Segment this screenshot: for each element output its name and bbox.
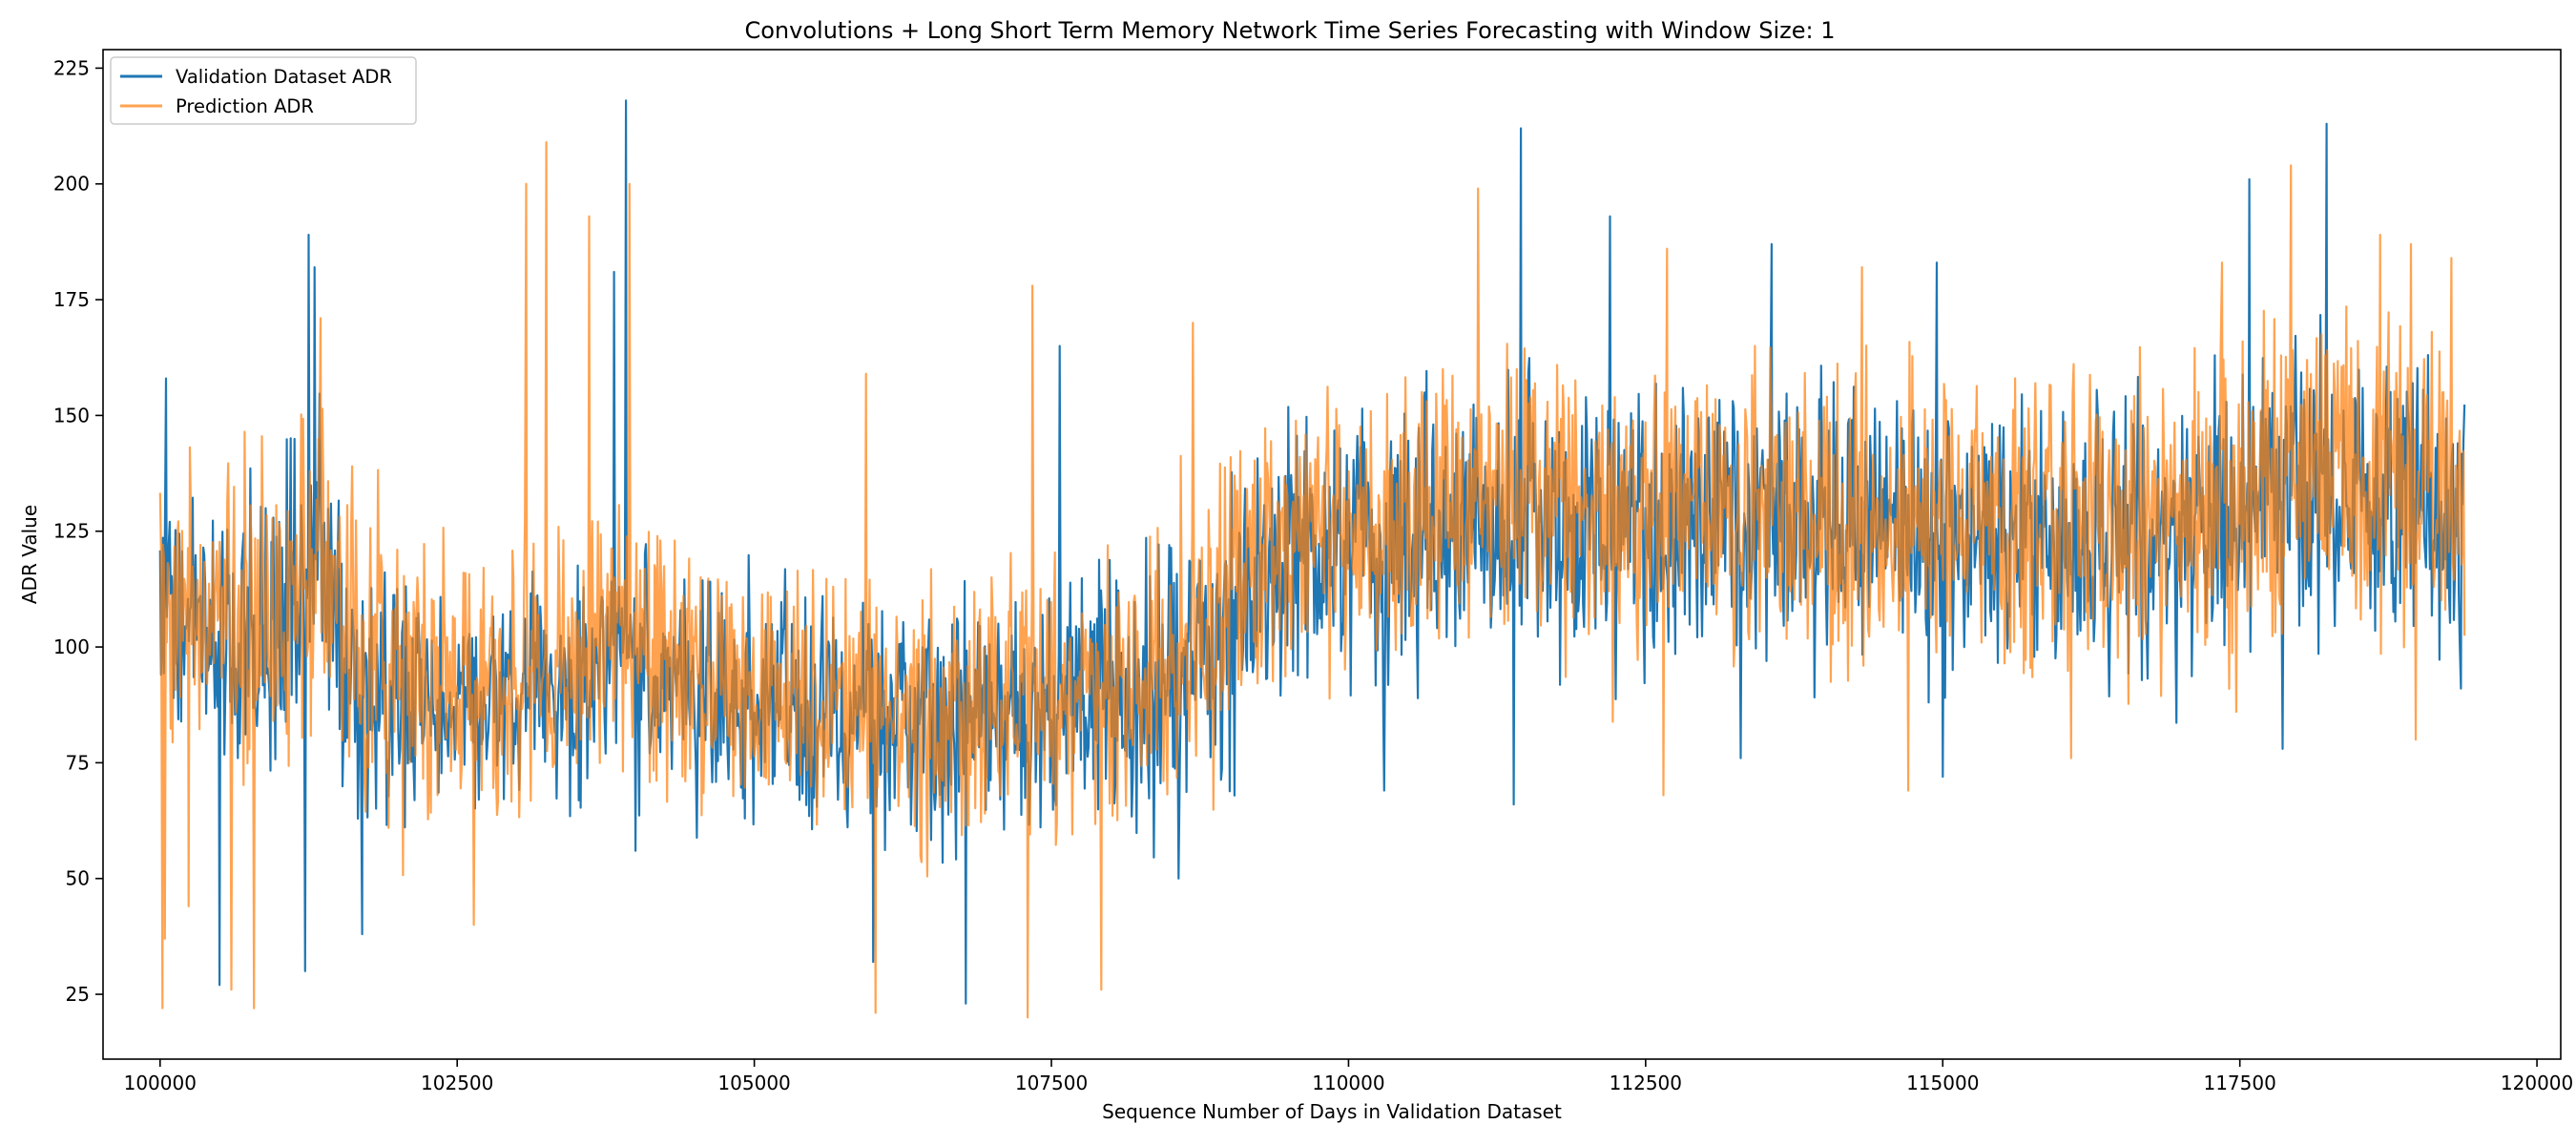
x-tick-label-4: 110000 xyxy=(1312,1072,1384,1094)
x-tick-label-2: 105000 xyxy=(717,1072,790,1094)
y-tick-label-5: 150 xyxy=(53,404,90,427)
y-tick-label-3: 100 xyxy=(53,635,90,658)
y-axis-title: ADR Value xyxy=(18,505,41,604)
x-tick-label-0: 100000 xyxy=(124,1072,197,1094)
y-tick-label-1: 50 xyxy=(66,867,90,890)
legend-label-validation: Validation Dataset ADR xyxy=(176,66,392,88)
plot-area-frame xyxy=(102,49,2562,1060)
series-line-prediction xyxy=(158,141,2466,1019)
y-tick-label-6: 175 xyxy=(53,288,90,311)
y-axis: 25 50 75 100 125 150 175 200 225 xyxy=(53,56,103,1006)
y-tick-label-7: 200 xyxy=(53,173,90,196)
legend: Validation Dataset ADR Prediction ADR xyxy=(110,56,417,125)
y-tick-label-8: 225 xyxy=(53,56,90,79)
series-layer xyxy=(158,99,2466,1019)
legend-box xyxy=(110,56,417,125)
y-tick-label-2: 75 xyxy=(66,751,90,774)
legend-label-prediction: Prediction ADR xyxy=(176,95,314,117)
x-tick-label-8: 120000 xyxy=(2501,1072,2573,1094)
x-tick-label-7: 117500 xyxy=(2203,1072,2275,1094)
chart-title: Convolutions + Long Short Term Memory Ne… xyxy=(744,17,1835,44)
x-axis-title: Sequence Number of Days in Validation Da… xyxy=(1102,1100,1562,1123)
x-tick-label-3: 107500 xyxy=(1015,1072,1088,1094)
y-tick-label-4: 125 xyxy=(53,520,90,543)
y-tick-label-0: 25 xyxy=(66,983,90,1006)
x-tick-label-5: 112500 xyxy=(1610,1072,1682,1094)
x-tick-label-6: 115000 xyxy=(1906,1072,1979,1094)
x-tick-label-1: 102500 xyxy=(421,1072,493,1094)
x-axis: 100000 102500 105000 107500 110000 112500 1150… xyxy=(124,1059,2573,1094)
